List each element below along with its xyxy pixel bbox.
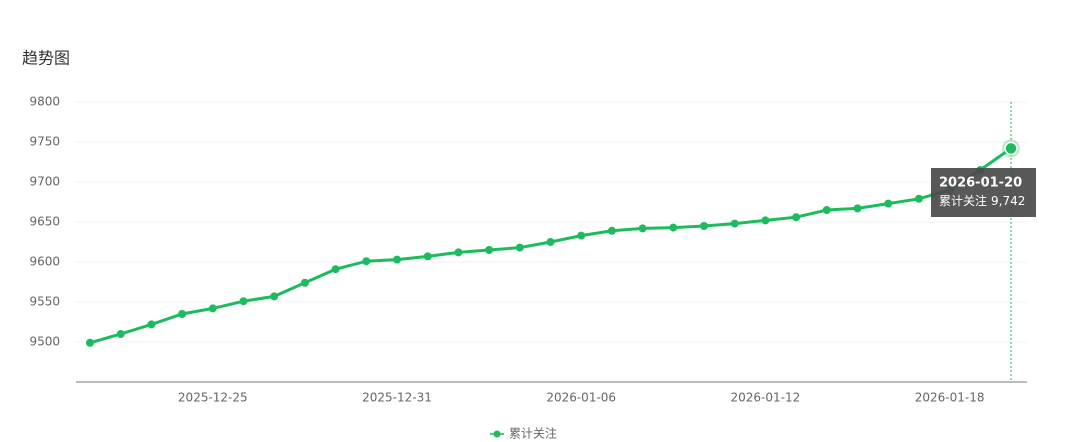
point <box>454 248 463 257</box>
point <box>147 320 156 329</box>
point <box>914 194 923 203</box>
x-tick-label: 2026-01-18 <box>915 391 985 405</box>
y-tick-label: 9550 <box>29 295 60 309</box>
point <box>730 219 739 228</box>
point <box>884 199 893 208</box>
x-tick-label: 2025-12-31 <box>362 391 432 405</box>
point <box>607 226 616 235</box>
point <box>485 246 494 254</box>
y-tick-label: 9800 <box>29 95 60 109</box>
point <box>853 204 862 213</box>
tooltip: 2026-01-20 累计关注 9,742 <box>931 168 1036 217</box>
y-tick-label: 9750 <box>29 135 60 149</box>
point <box>792 213 801 222</box>
point <box>700 222 708 230</box>
y-tick-label: 9600 <box>29 255 60 269</box>
tooltip-value: 累计关注 9,742 <box>939 193 1025 208</box>
y-tick-label: 9500 <box>29 335 60 349</box>
point <box>822 206 831 214</box>
point <box>1004 141 1018 156</box>
point <box>669 223 678 232</box>
tooltip-number: 9,742 <box>991 194 1025 208</box>
point <box>761 216 770 225</box>
y-tick-label: 9650 <box>29 215 60 229</box>
point <box>300 278 309 287</box>
point <box>546 238 555 246</box>
point <box>270 292 279 301</box>
tooltip-date: 2026-01-20 <box>939 176 1022 191</box>
tooltip-box <box>931 168 1036 217</box>
x-tick-label: 2026-01-06 <box>546 391 616 405</box>
point <box>515 243 524 252</box>
legend-dot <box>493 430 501 438</box>
point <box>577 231 586 240</box>
point <box>362 257 371 266</box>
y-tick-label: 9700 <box>29 175 60 189</box>
legend-label: 累计关注 <box>509 426 557 441</box>
x-tick-label: 2026-01-12 <box>731 391 801 405</box>
point <box>116 330 125 338</box>
point <box>331 265 340 274</box>
point <box>638 224 647 233</box>
x-tick-label: 2025-12-25 <box>178 391 248 405</box>
point <box>208 304 217 313</box>
point <box>239 297 248 306</box>
point <box>393 255 401 264</box>
chart-title: 趋势图 <box>22 49 70 68</box>
tooltip-series: 累计关注 <box>939 193 987 208</box>
point <box>178 310 187 318</box>
point <box>423 252 432 261</box>
point <box>86 338 94 347</box>
